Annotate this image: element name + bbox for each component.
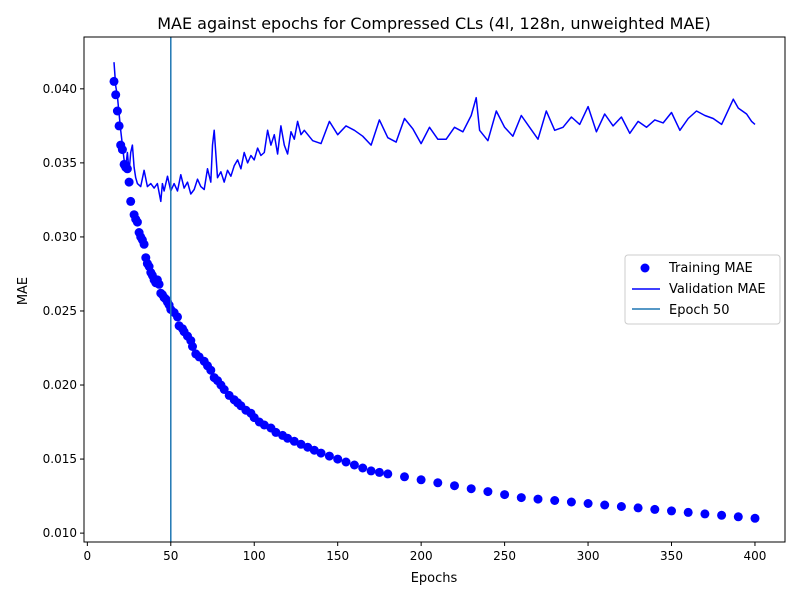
training-mae-point — [358, 463, 368, 473]
x-tick-label: 300 — [577, 549, 600, 563]
y-tick-label: 0.025 — [43, 304, 77, 318]
legend-training-label: Training MAE — [668, 261, 753, 276]
training-mae-point — [324, 451, 334, 461]
training-mae-point — [283, 433, 293, 443]
training-mae-point — [117, 145, 127, 155]
y-tick-label: 0.035 — [43, 156, 77, 170]
legend: Training MAE Validation MAE Epoch 50 — [624, 254, 781, 325]
training-mae-point — [400, 472, 409, 482]
training-mae-point — [416, 475, 426, 485]
training-mae-point — [566, 497, 576, 507]
training-mae-point — [333, 454, 343, 464]
training-mae-point — [366, 466, 376, 476]
training-mae-point — [122, 164, 132, 174]
legend-box — [624, 254, 781, 325]
training-mae-point — [126, 196, 136, 206]
training-mae-point — [289, 436, 299, 446]
training-mae-point — [667, 506, 676, 516]
y-tick-label: 0.020 — [43, 378, 77, 392]
training-mae-point — [112, 106, 122, 116]
training-mae-point — [124, 177, 134, 187]
training-mae-point — [219, 385, 229, 394]
training-mae-point — [700, 509, 710, 519]
training-mae-point — [111, 90, 121, 100]
y-axis-label: MAE — [16, 277, 31, 305]
training-mae-point — [374, 467, 384, 477]
training-mae-point — [450, 481, 459, 491]
y-tick-label: 0.030 — [43, 230, 77, 244]
validation-mae-line — [113, 62, 756, 203]
training-mae-point — [500, 490, 510, 500]
x-tick-label: 250 — [493, 549, 516, 563]
training-mae-point — [466, 484, 476, 494]
x-tick-label: 100 — [243, 549, 266, 563]
training-mae-point — [139, 239, 149, 249]
chart-title: MAE against epochs for Compressed CLs (4… — [157, 14, 711, 33]
training-mae-point — [750, 513, 760, 523]
training-mae-point — [188, 342, 197, 351]
training-mae-point — [483, 487, 493, 497]
training-mae-point — [533, 494, 543, 504]
training-mae-point — [154, 279, 164, 289]
training-mae-point — [132, 217, 142, 227]
training-mae-point — [316, 448, 326, 458]
x-tick-label: 0 — [84, 549, 92, 563]
plot-area: 0 50 100 150 200 250 300 350 400 0.010 0.015 0.020 0… — [43, 36, 786, 563]
training-mae-point — [271, 427, 281, 437]
x-tick-label: 150 — [326, 549, 349, 563]
plot-frame — [83, 36, 786, 543]
training-mae-point — [516, 493, 526, 503]
training-mae-point — [600, 500, 610, 510]
training-mae-point — [650, 504, 660, 514]
training-mae-point — [616, 502, 626, 511]
y-tick-label: 0.010 — [43, 526, 77, 540]
x-tick-label: 50 — [163, 549, 178, 563]
training-mae-point — [109, 76, 119, 86]
training-mae-point — [349, 460, 359, 470]
training-mae-point — [550, 496, 560, 505]
training-mae-point — [114, 121, 124, 131]
training-mae-point — [733, 512, 743, 522]
training-mae-point — [206, 365, 216, 375]
legend-training-marker — [640, 263, 650, 273]
x-tick-label: 200 — [410, 549, 433, 563]
legend-epoch-label: Epoch 50 — [669, 303, 729, 318]
training-mae-point — [341, 457, 351, 467]
training-mae-point — [633, 503, 643, 513]
training-mae-point — [383, 469, 393, 479]
legend-validation-label: Validation MAE — [669, 282, 766, 297]
training-mae-point — [583, 499, 593, 508]
x-tick-label: 350 — [660, 549, 683, 563]
y-tick-label: 0.015 — [43, 452, 77, 466]
y-tick-label: 0.040 — [43, 82, 77, 96]
training-mae-point — [173, 312, 182, 322]
x-tick-label: 400 — [744, 549, 767, 563]
training-mae-point — [433, 478, 443, 488]
x-axis-label: Epochs — [411, 571, 458, 586]
training-mae-point — [717, 510, 727, 520]
training-mae-point — [683, 507, 693, 517]
